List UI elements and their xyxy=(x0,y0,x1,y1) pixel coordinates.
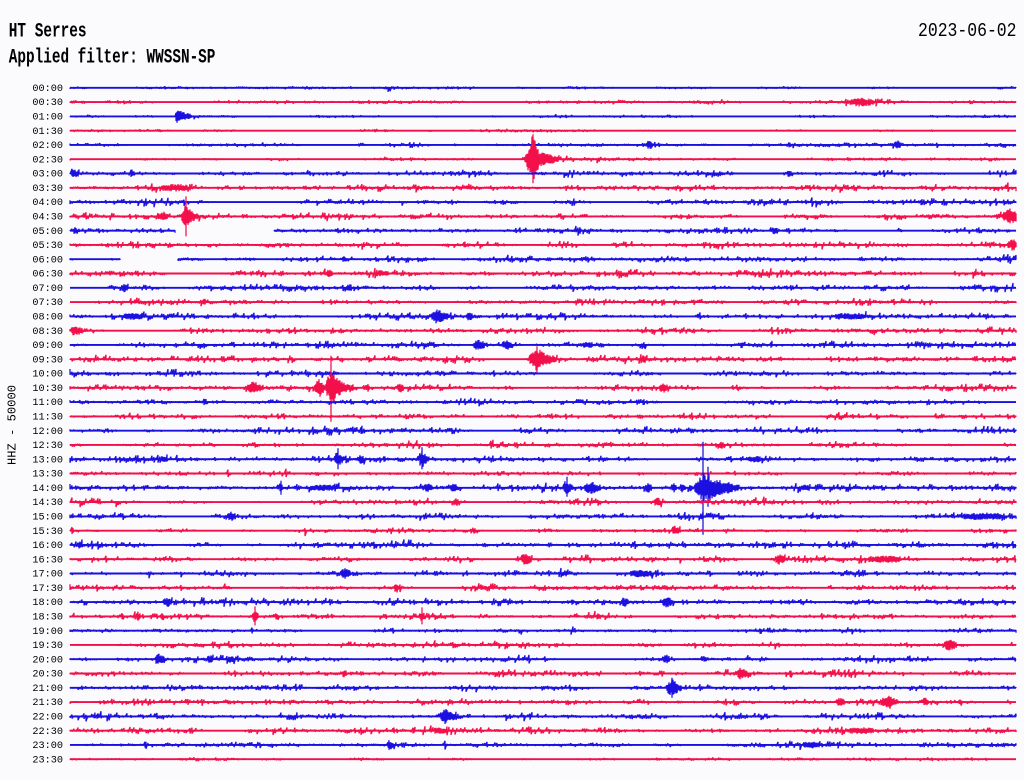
svg-text:05:30: 05:30 xyxy=(32,241,63,252)
svg-text:02:00: 02:00 xyxy=(32,141,63,152)
svg-text:04:30: 04:30 xyxy=(32,213,63,224)
svg-text:13:00: 13:00 xyxy=(32,455,63,466)
svg-text:15:30: 15:30 xyxy=(32,527,63,538)
svg-text:09:30: 09:30 xyxy=(32,355,63,366)
svg-text:22:00: 22:00 xyxy=(32,713,63,724)
svg-text:14:30: 14:30 xyxy=(32,498,63,509)
svg-text:19:30: 19:30 xyxy=(32,641,63,652)
svg-text:16:00: 16:00 xyxy=(32,541,63,552)
svg-text:12:00: 12:00 xyxy=(32,427,63,438)
svg-text:23:00: 23:00 xyxy=(32,741,63,752)
svg-text:21:30: 21:30 xyxy=(32,698,63,709)
svg-text:00:00: 00:00 xyxy=(32,84,63,95)
svg-text:07:00: 07:00 xyxy=(32,284,63,295)
svg-text:17:30: 17:30 xyxy=(32,584,63,595)
svg-text:19:00: 19:00 xyxy=(32,627,63,638)
svg-text:06:00: 06:00 xyxy=(32,255,63,266)
svg-text:18:30: 18:30 xyxy=(32,613,63,624)
svg-text:2023-06-02: 2023-06-02 xyxy=(918,20,1017,42)
svg-text:14:00: 14:00 xyxy=(32,484,63,495)
svg-text:23:30: 23:30 xyxy=(32,755,63,766)
svg-text:16:30: 16:30 xyxy=(32,555,63,566)
svg-text:01:00: 01:00 xyxy=(32,113,63,124)
svg-text:HHZ - 50000: HHZ - 50000 xyxy=(6,385,20,465)
svg-text:02:30: 02:30 xyxy=(32,155,63,166)
svg-text:01:30: 01:30 xyxy=(32,127,63,138)
svg-text:03:30: 03:30 xyxy=(32,184,63,195)
svg-text:04:00: 04:00 xyxy=(32,198,63,209)
svg-text:20:30: 20:30 xyxy=(32,670,63,681)
svg-text:21:00: 21:00 xyxy=(32,684,63,695)
svg-text:05:00: 05:00 xyxy=(32,227,63,238)
svg-text:11:00: 11:00 xyxy=(32,398,63,409)
svg-text:09:00: 09:00 xyxy=(32,341,63,352)
svg-text:00:30: 00:30 xyxy=(32,98,63,109)
svg-text:22:30: 22:30 xyxy=(32,727,63,738)
svg-text:HT Serres: HT Serres xyxy=(9,20,87,43)
svg-text:12:30: 12:30 xyxy=(32,441,63,452)
svg-text:08:00: 08:00 xyxy=(32,313,63,324)
svg-text:10:00: 10:00 xyxy=(32,370,63,381)
svg-text:17:00: 17:00 xyxy=(32,570,63,581)
svg-text:06:30: 06:30 xyxy=(32,270,63,281)
svg-text:10:30: 10:30 xyxy=(32,384,63,395)
svg-text:18:00: 18:00 xyxy=(32,598,63,609)
svg-text:11:30: 11:30 xyxy=(32,413,63,424)
svg-text:13:30: 13:30 xyxy=(32,470,63,481)
svg-text:07:30: 07:30 xyxy=(32,298,63,309)
svg-text:20:00: 20:00 xyxy=(32,655,63,666)
svg-text:03:00: 03:00 xyxy=(32,170,63,181)
svg-text:Applied filter: WWSSN-SP: Applied filter: WWSSN-SP xyxy=(9,45,216,68)
svg-text:08:30: 08:30 xyxy=(32,327,63,338)
svg-text:15:00: 15:00 xyxy=(32,513,63,524)
